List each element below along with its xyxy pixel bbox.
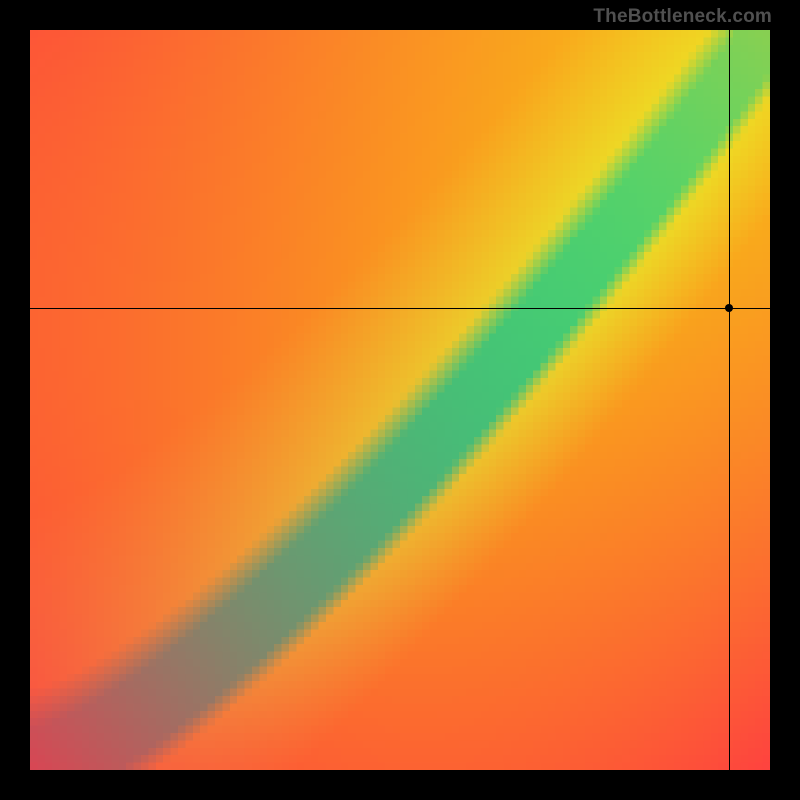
heatmap-plot (30, 30, 770, 770)
heatmap-canvas (30, 30, 770, 770)
watermark-text: TheBottleneck.com (593, 6, 772, 28)
